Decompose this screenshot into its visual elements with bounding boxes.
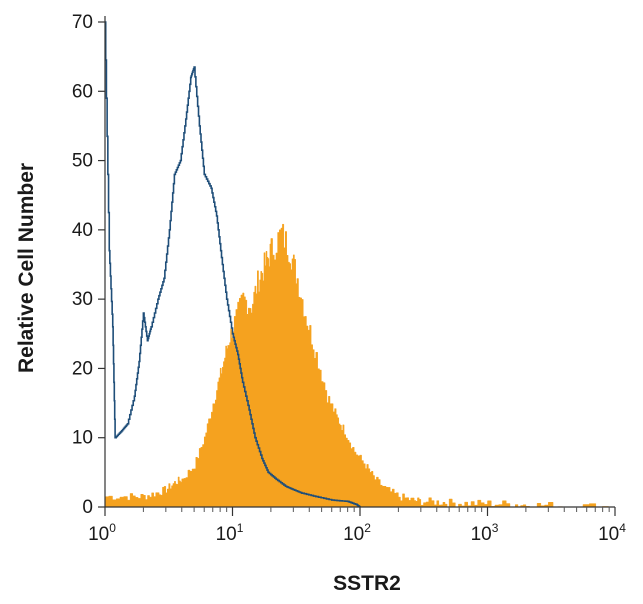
y-tick-label: 0 <box>82 497 93 518</box>
series-filled-histogram <box>104 223 615 508</box>
x-tick-label: 102 <box>343 521 371 545</box>
x-tick-label: 101 <box>216 521 244 545</box>
x-tick-label: 100 <box>88 521 116 545</box>
y-tick-label: 40 <box>72 220 93 241</box>
y-tick-label: 70 <box>72 12 93 33</box>
y-tick-label: 10 <box>72 428 93 449</box>
y-tick-label: 60 <box>72 81 93 102</box>
series-outline-histogram <box>104 21 361 508</box>
y-tick-label: 20 <box>72 358 93 379</box>
x-tick-label: 103 <box>471 521 499 545</box>
axes-layer: 0 10 20 30 40 50 60 70 100 101 102 103 104 <box>72 12 626 545</box>
x-tick-label: 104 <box>598 521 626 545</box>
y-axis-title: Relative Cell Number <box>15 163 38 373</box>
y-tick-label: 50 <box>72 151 93 172</box>
y-tick-label: 30 <box>72 289 93 310</box>
x-axis-title: SSTR2 <box>333 572 401 595</box>
series-layer <box>104 21 615 508</box>
